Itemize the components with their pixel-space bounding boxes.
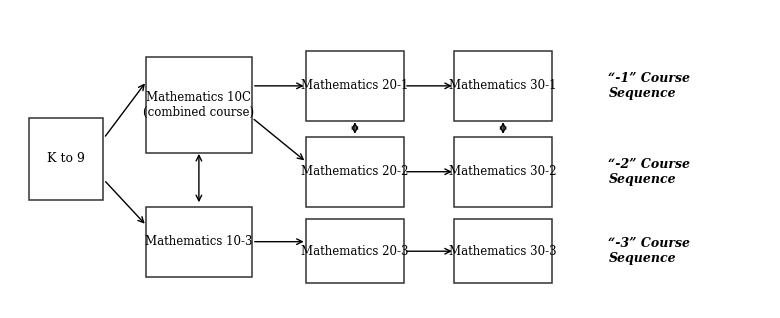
Text: Mathematics 20-1: Mathematics 20-1 (301, 80, 409, 92)
Text: Mathematics 30-3: Mathematics 30-3 (449, 245, 557, 258)
Text: Mathematics 20-3: Mathematics 20-3 (301, 245, 409, 258)
FancyBboxPatch shape (30, 118, 103, 200)
FancyBboxPatch shape (147, 57, 251, 153)
Text: K to 9: K to 9 (48, 153, 85, 165)
Text: Mathematics 30-2: Mathematics 30-2 (449, 165, 557, 178)
Text: “-1” Course
Sequence: “-1” Course Sequence (608, 72, 690, 100)
Text: Mathematics 30-1: Mathematics 30-1 (449, 80, 557, 92)
Text: Mathematics 10-3: Mathematics 10-3 (145, 235, 253, 248)
FancyBboxPatch shape (454, 219, 552, 283)
FancyBboxPatch shape (307, 137, 404, 207)
FancyBboxPatch shape (454, 137, 552, 207)
Text: Mathematics 10C
(combined course): Mathematics 10C (combined course) (144, 91, 254, 119)
Text: Mathematics 20-2: Mathematics 20-2 (301, 165, 409, 178)
FancyBboxPatch shape (307, 51, 404, 121)
FancyBboxPatch shape (147, 207, 251, 277)
FancyBboxPatch shape (454, 51, 552, 121)
Text: “-3” Course
Sequence: “-3” Course Sequence (608, 237, 690, 265)
Text: “-2” Course
Sequence: “-2” Course Sequence (608, 158, 690, 186)
FancyBboxPatch shape (307, 219, 404, 283)
